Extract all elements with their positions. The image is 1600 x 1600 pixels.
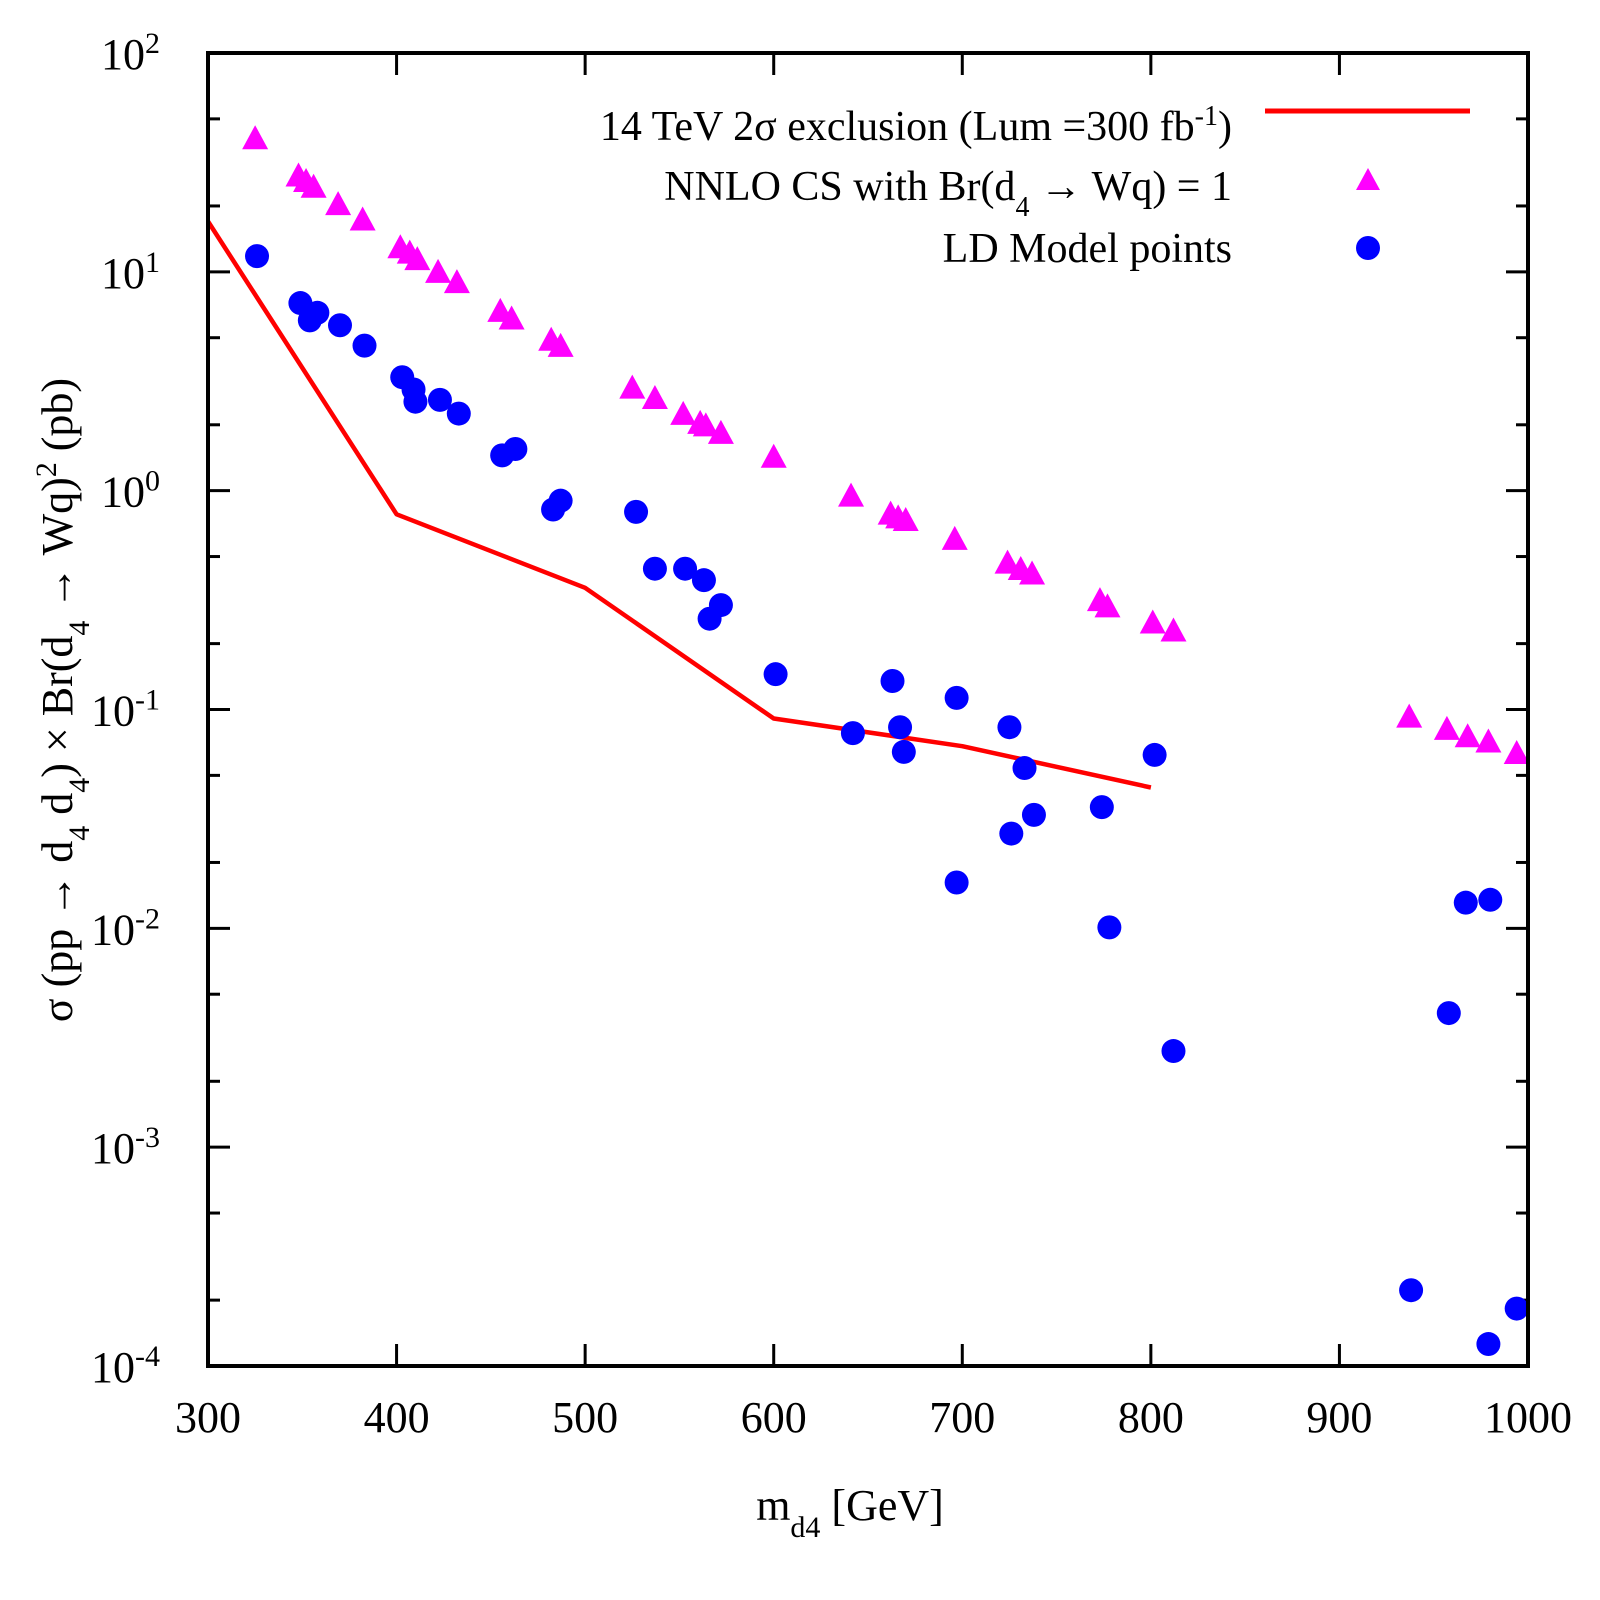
legend-swatch-nnlo: [1356, 168, 1380, 190]
y-tick-label--3: 10-3: [91, 1121, 160, 1174]
nnlo-point-19: [692, 412, 719, 437]
ld-point-12: [503, 437, 528, 462]
nnlo-point-35: [1433, 715, 1460, 740]
ld-point-32: [1089, 795, 1114, 820]
legend: 14 TeV 2σ exclusion (Lum =300 fb-1) NNLO…: [600, 101, 1470, 272]
nnlo-point-5: [349, 206, 376, 231]
nnlo-point-4: [325, 191, 352, 216]
x-axis-title: md4 [GeV]: [756, 1481, 944, 1544]
ld-point-8: [403, 389, 428, 414]
ld-point-22: [840, 721, 865, 746]
nnlo-point-8: [404, 246, 431, 271]
series-exclusion: [206, 220, 1152, 790]
ld-point-28: [997, 715, 1022, 740]
ld-point-29: [999, 821, 1024, 846]
legend-label-nnlo: NNLO CS with Br(d4 → Wq) = 1: [664, 164, 1232, 223]
nnlo-point-32: [1139, 609, 1166, 634]
ld-point-10: [446, 401, 471, 426]
x-tick-label-1000: 1000: [1484, 1393, 1572, 1442]
x-tick-label-300: 300: [175, 1393, 241, 1442]
x-tick-label-500: 500: [552, 1393, 618, 1442]
nnlo-point-34: [1396, 703, 1423, 728]
x-tick-label-700: 700: [929, 1393, 995, 1442]
ld-point-21: [763, 662, 788, 687]
x-tick-label-600: 600: [741, 1393, 807, 1442]
legend-swatch-ld: [1356, 236, 1380, 260]
ld-point-27: [944, 870, 969, 895]
nnlo-point-38: [1503, 740, 1530, 765]
ld-point-24: [888, 715, 913, 740]
series-ld: [245, 244, 1529, 1357]
ld-point-18: [691, 568, 716, 593]
nnlo-point-29: [1019, 560, 1046, 585]
nnlo-point-14: [547, 332, 574, 357]
exclusion-line: [206, 220, 1152, 790]
y-tick-label--2: 10-2: [91, 902, 160, 955]
ld-point-41: [1504, 1296, 1529, 1321]
ld-point-9: [427, 387, 452, 412]
ld-point-0: [245, 244, 270, 269]
nnlo-point-22: [838, 482, 865, 507]
ld-point-20: [708, 593, 733, 618]
x-tick-label-900: 900: [1306, 1393, 1372, 1442]
ld-point-26: [944, 685, 969, 710]
y-tick-label--1: 10-1: [91, 683, 160, 736]
x-tick-label-800: 800: [1118, 1393, 1184, 1442]
nnlo-point-27: [994, 549, 1021, 574]
nnlo-point-25: [892, 507, 919, 532]
nnlo-point-33: [1160, 617, 1187, 642]
nnlo-point-12: [498, 305, 525, 330]
series-layer: [206, 125, 1530, 1357]
ld-point-40: [1476, 1332, 1501, 1357]
ld-point-33: [1097, 915, 1122, 940]
ld-point-38: [1453, 890, 1478, 915]
legend-label-ld: LD Model points: [943, 226, 1232, 272]
plot-frame: [206, 51, 1530, 1368]
axis-ticks: [206, 51, 1530, 1368]
ld-point-4: [328, 313, 352, 338]
nnlo-point-0: [242, 125, 269, 150]
nnlo-point-10: [443, 269, 470, 294]
y-tick-label--4: 10-4: [91, 1340, 160, 1393]
ld-point-16: [642, 556, 667, 581]
ld-point-23: [880, 668, 905, 693]
ld-point-39: [1478, 887, 1503, 912]
ld-point-34: [1142, 742, 1167, 767]
ld-point-30: [1012, 756, 1037, 781]
x-tick-label-400: 400: [364, 1393, 430, 1442]
ld-point-17: [673, 556, 698, 581]
ld-point-37: [1436, 1001, 1461, 1026]
nnlo-point-21: [760, 443, 787, 468]
ld-point-31: [1021, 802, 1046, 827]
ld-point-35: [1161, 1039, 1186, 1064]
nnlo-point-15: [619, 374, 646, 399]
nnlo-point-9: [425, 258, 452, 283]
nnlo-point-26: [941, 525, 968, 550]
nnlo-point-3: [300, 173, 327, 198]
y-axis-title: σ (pp → d4 d4) × Br(d4 → Wq)2 (pb): [30, 378, 96, 1022]
ld-point-5: [352, 333, 377, 358]
ld-point-14: [548, 488, 573, 513]
nnlo-point-36: [1454, 723, 1481, 748]
nnlo-point-31: [1094, 593, 1121, 618]
series-nnlo: [242, 125, 1530, 765]
y-tick-label-1: 101: [101, 245, 160, 298]
y-tick-label-0: 100: [101, 464, 160, 516]
legend-label-exclusion: 14 TeV 2σ exclusion (Lum =300 fb-1): [600, 101, 1232, 151]
ld-point-15: [624, 499, 649, 524]
ld-point-36: [1399, 1278, 1424, 1303]
nnlo-point-17: [670, 400, 697, 425]
ld-point-25: [891, 739, 916, 764]
nnlo-point-20: [707, 419, 734, 444]
nnlo-point-37: [1475, 728, 1502, 753]
tick-labels: 300 400 500 600 700 800 900 1000 102 101 100 10-1 10…: [91, 27, 1572, 1443]
y-tick-label-2: 102: [101, 27, 160, 80]
ld-point-3: [305, 300, 330, 325]
nnlo-point-16: [641, 384, 668, 409]
